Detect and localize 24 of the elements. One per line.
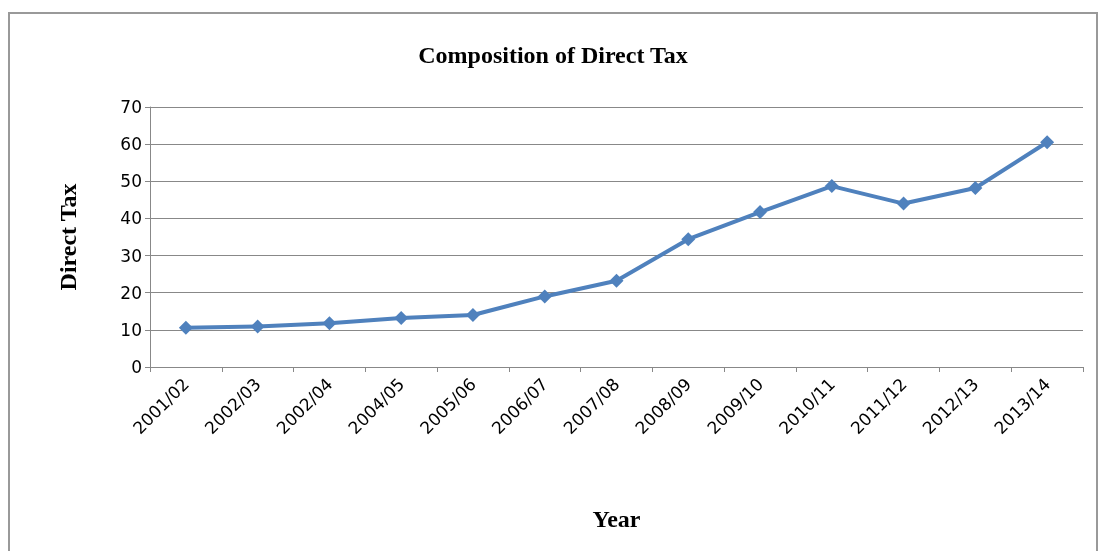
point <box>465 308 480 322</box>
y-tick-label: 20 <box>120 282 142 303</box>
point <box>824 179 839 194</box>
y-tick-label: 60 <box>120 134 142 155</box>
chart-title: Composition of Direct Tax <box>418 42 688 68</box>
point <box>1040 135 1055 150</box>
y-tick-label: 50 <box>120 171 142 192</box>
y-tick-label: 0 <box>131 357 142 377</box>
point <box>394 310 409 325</box>
point <box>178 320 193 335</box>
point <box>753 205 768 220</box>
point <box>250 319 265 334</box>
y-tick-label: 30 <box>120 245 142 266</box>
point <box>896 196 911 211</box>
point <box>681 232 696 247</box>
point <box>322 316 337 331</box>
y-axis-title: Direct Tax <box>55 183 81 291</box>
point <box>609 273 624 288</box>
point <box>968 180 983 195</box>
point <box>537 289 552 304</box>
x-axis-title: Year <box>592 506 641 532</box>
y-tick-label: 10 <box>120 319 142 340</box>
y-tick-label: 40 <box>120 208 142 229</box>
y-tick-label: 70 <box>120 97 142 117</box>
